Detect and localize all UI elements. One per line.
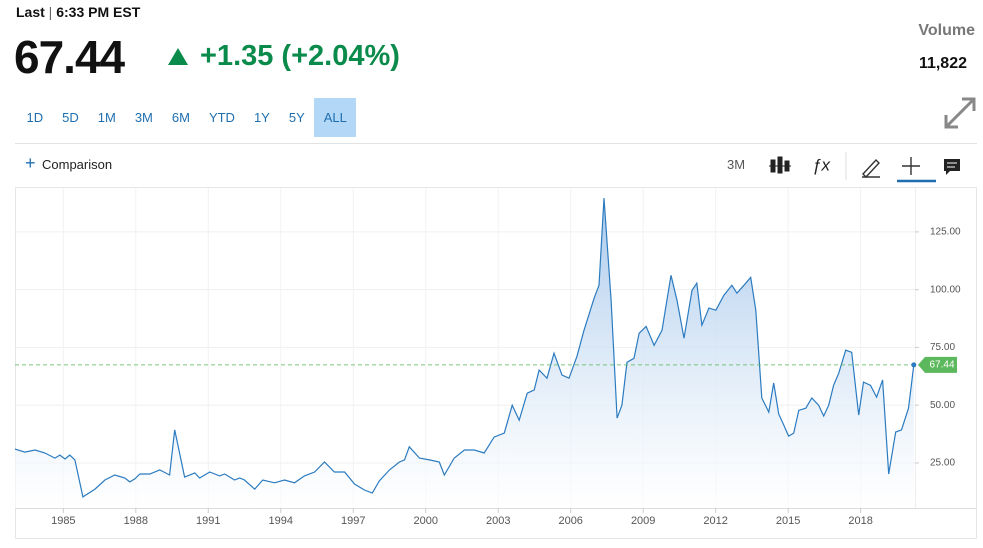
change: +1.35 (+2.04%) [200, 40, 400, 72]
range-button[interactable]: ALL [314, 98, 357, 137]
up-arrow [168, 48, 188, 65]
area [15, 198, 914, 508]
fx-icon[interactable]: ƒx [812, 155, 830, 174]
x-tick-label: 1988 [124, 515, 148, 527]
last-price-label: 67.44 [929, 360, 954, 371]
last-price-tag [918, 356, 957, 373]
range-button[interactable]: 1D [26, 110, 44, 125]
last-point [911, 362, 917, 368]
range-button[interactable]: 3M [134, 110, 153, 125]
y-tick-label: 50.00 [930, 400, 955, 411]
x-tick-label: 1991 [196, 515, 220, 527]
interval-button[interactable]: 3M [727, 157, 746, 172]
y-tick-label: 25.00 [930, 458, 955, 469]
comparison-button[interactable]: Comparison [42, 157, 113, 172]
x-tick-label: 1997 [341, 515, 365, 527]
x-tick-label: 2012 [703, 515, 727, 527]
volume: 11,822 [918, 55, 967, 72]
range-button[interactable]: 1M [97, 110, 116, 125]
range-button[interactable]: 5D [62, 110, 79, 125]
price: 67.44 [14, 31, 125, 83]
x-tick-label: 2000 [413, 515, 437, 527]
x-tick-label: 2009 [631, 515, 655, 527]
time: 6:33 PM EST [56, 4, 141, 20]
range-button[interactable]: YTD [208, 110, 235, 125]
last-line: Last | 6:33 PM EST [16, 4, 141, 20]
x-tick-label: 2003 [486, 515, 510, 527]
add-icon[interactable]: + [25, 153, 36, 173]
divider [15, 143, 977, 144]
last-label: Last [16, 4, 45, 20]
candles-icon[interactable] [769, 156, 791, 174]
x-tick-label: 2015 [776, 515, 800, 527]
x-tick-label: 2006 [558, 515, 582, 527]
volume-label: Volume [918, 22, 975, 39]
y-tick-label: 75.00 [930, 342, 955, 353]
y-tick-label: 100.00 [930, 284, 961, 295]
crosshair-icon[interactable] [902, 157, 920, 175]
range-button[interactable]: 1Y [253, 110, 270, 125]
y-tick-label: 125.00 [930, 227, 961, 238]
x-tick-label: 2018 [848, 515, 872, 527]
range-button[interactable]: 5Y [288, 110, 305, 125]
x-tick-label: 1994 [269, 515, 293, 527]
chart-frame [15, 187, 977, 539]
expand-icon[interactable] [944, 97, 976, 129]
draw-icon[interactable] [862, 158, 880, 179]
line [14, 198, 915, 498]
comment-icon[interactable] [944, 159, 960, 175]
x-tick-label: 1985 [51, 515, 75, 527]
range-buttons: 1D 5D 1M 3M 6M YTD 1Y 5Y ALL [17, 98, 357, 137]
range-button[interactable]: 6M [171, 110, 190, 125]
